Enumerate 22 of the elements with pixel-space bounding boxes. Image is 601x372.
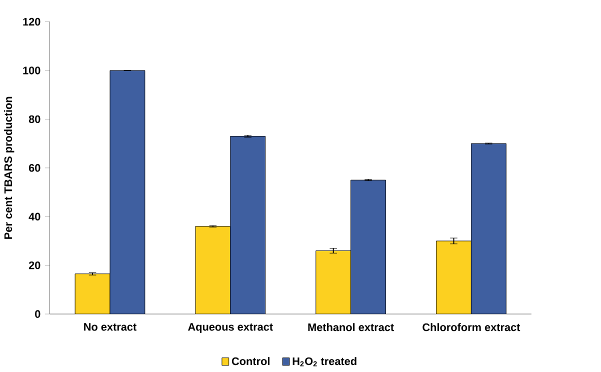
- legend-label: Control: [232, 357, 270, 366]
- bar: [195, 226, 231, 314]
- bar: [350, 180, 386, 314]
- x-tick-label: Chloroform extract: [422, 323, 520, 332]
- y-tick-label: 80: [28, 116, 40, 124]
- y-tick-label: 100: [23, 66, 40, 75]
- x-tick-label: Aqueous extract: [188, 323, 273, 334]
- y-tick-label: 20: [28, 262, 40, 270]
- y-axis-title: Per cent TBARS production: [4, 97, 14, 240]
- bar: [316, 250, 352, 314]
- y-tick-label: 120: [23, 18, 40, 26]
- bar: [470, 143, 506, 314]
- y-tick-label: 0: [35, 310, 40, 318]
- bar: [230, 136, 266, 314]
- legend-label: H$_{2}$O$_{2}$ treated: [292, 357, 356, 366]
- bar: [436, 240, 472, 314]
- bar: [74, 274, 110, 314]
- x-tick-label: Methanol extract: [308, 323, 394, 332]
- x-tick-label: No extract: [84, 323, 136, 331]
- y-tick-label: 40: [28, 212, 40, 221]
- bar: [110, 70, 146, 314]
- y-tick-label: 60: [28, 164, 40, 172]
